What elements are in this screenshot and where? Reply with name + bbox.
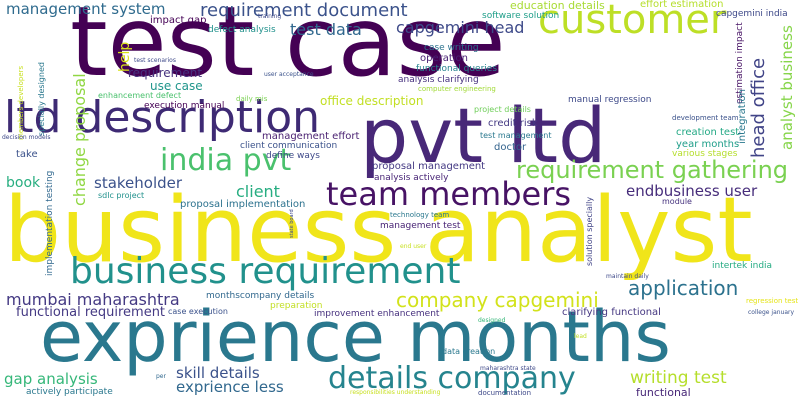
- word-execution-manual: execution manual: [144, 101, 225, 111]
- word-end-user: end user: [400, 243, 427, 250]
- word-office-description: office description: [320, 94, 424, 108]
- word-technology-team: technology team: [390, 211, 450, 219]
- word-per: per: [156, 373, 166, 380]
- word-training: training: [258, 13, 282, 20]
- word-enhancement-defect: enhancement defect: [98, 91, 182, 100]
- word-daily-mis: daily mis: [236, 95, 268, 103]
- word-functional-requirement: functional requirement: [16, 305, 166, 320]
- word-exprience-months: exprience months: [40, 296, 671, 378]
- word-implementation-testing: implementation testing: [45, 170, 55, 276]
- word-case-writing: case writing: [424, 43, 479, 53]
- word-capgemini-head: capgemini head: [396, 18, 525, 37]
- word-requirement-gathering: requirement gathering: [516, 156, 789, 184]
- word-proposal-management: proposal management: [372, 161, 486, 172]
- word-analyst-business: analyst business: [778, 25, 796, 150]
- word-pvt-ltd: pvt ltd: [360, 91, 607, 180]
- word-exprience-less: exprience less: [176, 378, 284, 396]
- word-maharashtra-state: maharashtra state: [480, 365, 536, 372]
- word-skill-details: skill details: [176, 364, 260, 382]
- word-functional: functional: [636, 386, 691, 399]
- word-india-pvt: india pvt: [160, 143, 292, 178]
- word-case-execution: case execution: [168, 307, 228, 316]
- word-test-data: test data: [290, 20, 362, 39]
- word-project-details: project details: [474, 105, 531, 114]
- word-management-effort: management effort: [262, 131, 360, 142]
- word-maintain-daily: maintain daily: [606, 273, 649, 280]
- word-writing-test: writing test: [630, 368, 727, 388]
- word-monthscompany-details: monthscompany details: [206, 291, 315, 301]
- word-management-system: management system: [6, 0, 166, 18]
- word-documentation: documentation: [478, 389, 532, 397]
- word-test-case: test case: [70, 0, 506, 98]
- word-responsibilities-understanding: responsibilities understanding: [350, 389, 441, 396]
- word-team-members: team members: [326, 175, 572, 213]
- word-analysis-clarifying: analysis clarifying: [398, 75, 479, 85]
- word-capgemini-india: capgemini india: [716, 9, 788, 19]
- word-company-capgemini: company capgemini: [396, 288, 599, 312]
- word-computer-engineering: computer engineering: [418, 85, 496, 93]
- word-business-analyst: business analyst: [4, 178, 753, 283]
- word-define-ways: define ways: [266, 151, 320, 161]
- word-actively-participate: actively participate: [26, 387, 113, 397]
- word-clarifying-functional: clarifying functional: [562, 307, 661, 318]
- word-members-developers: members developers: [17, 65, 25, 140]
- word-test-scenarios: test scenarios: [134, 57, 176, 64]
- word-use-case: use case: [150, 79, 203, 93]
- word-education-details: education details: [510, 0, 605, 12]
- word-doctor: doctor: [494, 142, 527, 153]
- word-intertek-india: intertek india: [712, 261, 773, 271]
- word-impact-gap: impact gap: [150, 15, 207, 26]
- word-endbusiness-user: endbusiness user: [626, 182, 758, 200]
- word-development-team: development team: [672, 114, 739, 122]
- word-various-stages: various stages: [672, 149, 738, 159]
- word-requirement: requirement: [128, 66, 203, 80]
- word-improvement-enhancement: improvement enhancement: [314, 309, 440, 319]
- word-state-board: state board: [289, 209, 295, 238]
- word-ltd-description: ltd description: [4, 92, 321, 143]
- word-lead: lead: [574, 333, 587, 340]
- word-defect-analysis: defect analysis: [208, 25, 276, 35]
- word-sdlc-project: sdlc project: [98, 191, 145, 200]
- word-specially-designed: specially designed: [37, 62, 46, 136]
- word-operation: operation: [420, 53, 469, 64]
- word-mumbai-maharashtra: mumbai maharashtra: [6, 290, 180, 309]
- word-data-creation: data creation: [442, 347, 496, 356]
- word-client-communication: client communication: [240, 141, 338, 151]
- word-effort-estimation: effort estimation: [640, 0, 724, 10]
- word-credit-risk: credit risk: [488, 118, 538, 129]
- word-designed: designed: [478, 317, 506, 324]
- word-proposal-implementation: proposal implementation: [180, 199, 306, 210]
- word-details-company: details company: [328, 361, 576, 396]
- word-management-test: management test: [380, 221, 461, 231]
- word-gap-analysis: gap analysis: [4, 370, 98, 388]
- word-analysis-actively: analysis actively: [374, 173, 449, 183]
- word-book: book: [6, 175, 41, 191]
- word-user-acceptance: user acceptance: [264, 71, 314, 78]
- word-year-months: year months: [676, 139, 740, 150]
- word-customer: customer: [538, 0, 727, 43]
- word-head-office: head office: [748, 57, 769, 158]
- word-regression-test: regression test: [746, 297, 799, 305]
- word-take: take: [16, 149, 38, 160]
- word-stakeholder: stakeholder: [94, 174, 183, 192]
- word-solution-specially: solution specially: [585, 196, 594, 266]
- word-functional-queries: functional queries: [416, 64, 498, 74]
- word-client: client: [236, 182, 280, 201]
- word-integration: integration: [737, 89, 748, 144]
- word-creation-test: creation test: [676, 127, 740, 138]
- word-preparation: preparation: [270, 301, 323, 311]
- word-decision-models: decision models: [2, 134, 51, 141]
- word-application: application: [628, 276, 739, 300]
- word-software-solution: software solution: [482, 11, 560, 21]
- word-business-requirement: business requirement: [70, 251, 461, 292]
- word-college-january: college january: [748, 309, 795, 316]
- word-manual-regression: manual regression: [568, 95, 652, 105]
- word-module: module: [662, 197, 692, 206]
- word-requirement-document: requirement document: [200, 0, 408, 21]
- word-help: help: [117, 41, 133, 72]
- word-change-proposal: change proposal: [70, 73, 89, 206]
- word-test-management: test management: [480, 131, 552, 140]
